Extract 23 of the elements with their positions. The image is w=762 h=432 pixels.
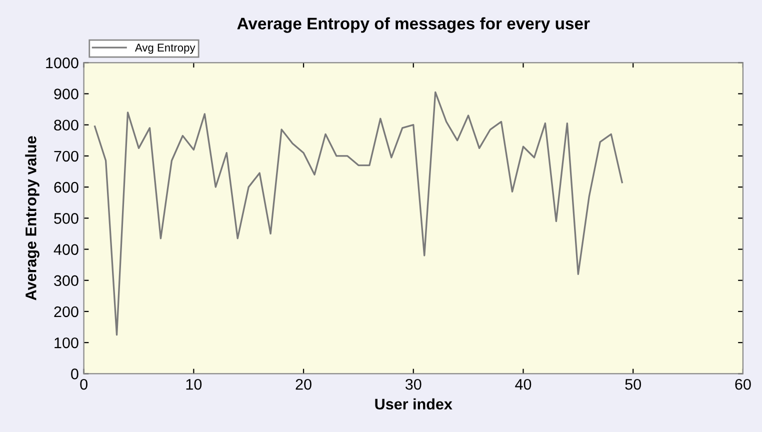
x-tick-label: 50 bbox=[625, 378, 641, 390]
y-tick-label: 600 bbox=[54, 182, 78, 193]
y-tick-label: 800 bbox=[54, 120, 78, 131]
y-tick-label: 400 bbox=[54, 244, 78, 255]
y-tick-label: 0 bbox=[71, 368, 78, 380]
y-tick-label: 100 bbox=[54, 337, 78, 348]
y-tick-label: 1000 bbox=[46, 58, 78, 68]
x-tick-label: 0 bbox=[80, 378, 88, 390]
y-tick-label: 500 bbox=[54, 213, 78, 224]
legend-label: Avg Entropy bbox=[134, 44, 196, 54]
chart-title: Average Entropy of messages for every user bbox=[237, 17, 590, 33]
x-tick-label: 60 bbox=[735, 378, 751, 390]
y-tick-label: 900 bbox=[54, 88, 78, 100]
y-tick-label: 200 bbox=[54, 306, 78, 318]
y-axis-title: Average Entropy value bbox=[25, 136, 40, 300]
line-series bbox=[94, 91, 623, 336]
x-axis-title: User index bbox=[375, 398, 452, 410]
x-tick-label: 30 bbox=[405, 378, 422, 390]
y-tick-label: 700 bbox=[54, 150, 78, 162]
x-tick-label: 10 bbox=[186, 378, 202, 390]
x-tick-label: 40 bbox=[515, 378, 532, 390]
y-tick-label: 300 bbox=[54, 275, 78, 286]
x-tick-label: 20 bbox=[296, 378, 312, 390]
